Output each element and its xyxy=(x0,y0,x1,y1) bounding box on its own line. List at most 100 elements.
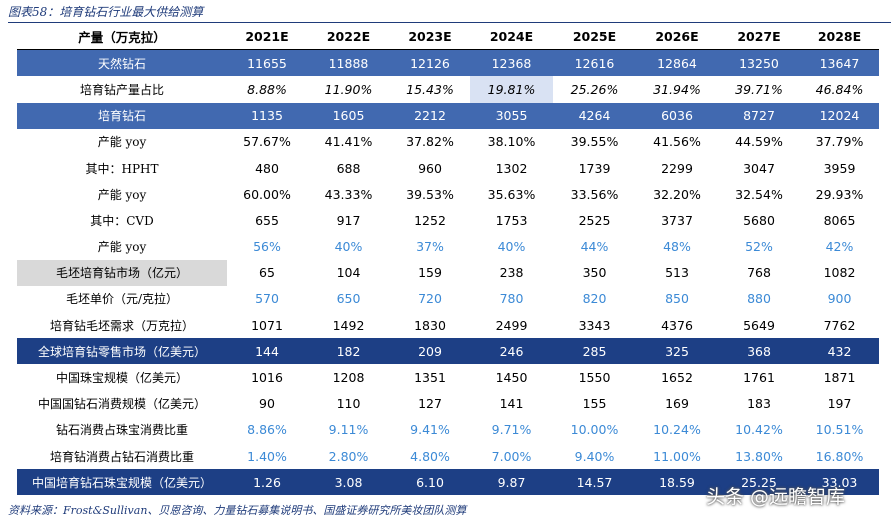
table-row: 毛坯培育钻市场（亿元） 65 104 159 238 350 513 768 1082 xyxy=(17,259,879,286)
header-row: 产量（万克拉） 2021E 2022E 2023E 2024E 2025E 20… xyxy=(17,23,879,51)
table-cell: 4376 xyxy=(661,317,693,333)
table-cell: 35.63% xyxy=(487,186,536,202)
table-cell: 238 xyxy=(499,265,524,281)
year-header: 2021E xyxy=(227,23,307,51)
table-cell: 2499 xyxy=(495,317,528,333)
table-cell: 1351 xyxy=(414,370,446,386)
row-label: 产能 yoy xyxy=(97,135,147,150)
table-cell: 1302 xyxy=(495,160,528,176)
table-cell: 688 xyxy=(336,160,361,176)
table-cell: 169 xyxy=(665,396,689,412)
year-header: 2025E xyxy=(553,23,636,51)
table-cell: 183 xyxy=(747,396,771,412)
table-cell: 40% xyxy=(334,239,363,255)
row-label: 毛坯培育钻市场（亿元） xyxy=(17,259,227,286)
table-cell: 104 xyxy=(336,265,361,281)
source-note: 资料来源：Frost&Sullivan、贝恩咨询、力量钻石募集说明书、国盛证券研… xyxy=(8,504,467,517)
row-label: 天然钻石 xyxy=(17,49,227,77)
table-cell: 9.71% xyxy=(491,422,532,438)
table-cell: 9.41% xyxy=(410,422,450,438)
table-cell: 1761 xyxy=(743,370,775,386)
table-row: 中国珠宝规模（亿美元） 1016 1208 1351 1450 1550 1652 1761 1… xyxy=(17,364,879,390)
table-cell: 12616 xyxy=(553,49,636,77)
table-cell: 18.59 xyxy=(636,469,718,496)
table-cell: 41.41% xyxy=(324,134,373,150)
table-cell: 1016 xyxy=(251,370,283,386)
table-cell: 1135 xyxy=(227,102,307,129)
year-header: 2027E xyxy=(718,23,800,51)
table-cell: 11.00% xyxy=(653,448,701,464)
table-cell: 246 xyxy=(470,338,553,365)
table-cell: 7.00% xyxy=(491,448,532,464)
table-cell: 1.26 xyxy=(227,469,307,496)
table-cell: 90 xyxy=(259,396,275,412)
table-cell: 1753 xyxy=(495,212,528,228)
table-cell: 432 xyxy=(800,338,879,365)
table-cell: 33.56% xyxy=(570,186,619,202)
table-row: 培育钻消费占钻石消费比重 1.40% 2.80% 4.80% 7.00% 9.40% 11.… xyxy=(17,443,879,469)
table-cell: 46.84% xyxy=(815,81,864,97)
table-row: 中国国钻石消费规模（亿美元） 90 110 127 141 155 169 183 197 xyxy=(17,391,879,417)
table-cell: 480 xyxy=(255,160,279,176)
table-cell: 780 xyxy=(499,291,524,307)
row-label: 培育钻产量占比 xyxy=(79,82,164,97)
table-cell: 39.71% xyxy=(735,81,783,97)
table-row: 钻石消费占珠宝消费比重 8.86% 9.11% 9.41% 9.71% 10.00% 10.… xyxy=(17,417,879,443)
table-cell: 32.54% xyxy=(735,186,783,202)
year-header: 2023E xyxy=(390,23,470,51)
row-label: 全球培育钻零售市场（亿美元） xyxy=(17,338,227,365)
table-cell: 325 xyxy=(636,338,718,365)
table-cell: 182 xyxy=(307,338,390,365)
table-cell: 144 xyxy=(227,338,307,365)
table-cell: 11.90% xyxy=(324,81,373,97)
header-label: 产量（万克拉） xyxy=(17,23,227,51)
row-label: 中国国钻石消费规模（亿美元） xyxy=(37,397,206,412)
table-cell: 3055 xyxy=(470,102,553,129)
table-cell: 2212 xyxy=(390,102,470,129)
table-cell: 56% xyxy=(253,239,281,255)
table-cell: 25.26% xyxy=(570,81,619,97)
table-cell: 11655 xyxy=(227,49,307,77)
table-cell: 9.11% xyxy=(328,422,369,438)
table-cell: 368 xyxy=(718,338,800,365)
table-cell: 15.43% xyxy=(406,81,454,97)
table-cell: 19.81% xyxy=(470,76,553,103)
table-cell: 39.53% xyxy=(406,186,454,202)
table-row: 天然钻石 11655 11888 12126 12368 12616 12864 13250 1… xyxy=(17,49,879,77)
table-cell: 48% xyxy=(663,239,691,255)
row-label: 中国培育钻石珠宝规模（亿美元） xyxy=(17,469,227,496)
row-label: 钻石消费占珠宝消费比重 xyxy=(55,423,188,438)
table-row: 培育钻毛坯需求（万克拉） 1071 1492 1830 2499 3343 4376 5649… xyxy=(17,312,879,339)
table-cell: 52% xyxy=(745,239,773,255)
table-cell: 33.03 xyxy=(800,469,879,496)
table-cell: 40% xyxy=(497,239,526,255)
table-cell: 7762 xyxy=(823,317,856,333)
table-cell: 57.67% xyxy=(243,134,291,150)
row-label: 其中：HPHT xyxy=(85,161,159,176)
table-cell: 14.57 xyxy=(553,469,636,496)
table-cell: 8.86% xyxy=(247,422,287,438)
table-cell: 44.59% xyxy=(735,134,783,150)
table-cell: 43.33% xyxy=(324,186,373,202)
year-header: 2022E xyxy=(307,23,390,51)
table-row: 毛坯单价（元/克拉） 570 650 720 780 820 850 880 900 xyxy=(17,285,879,313)
table-cell: 5680 xyxy=(743,212,775,228)
year-header: 2026E xyxy=(636,23,718,51)
table-cell: 42% xyxy=(825,239,854,255)
table-cell: 44% xyxy=(580,239,609,255)
table-cell: 155 xyxy=(582,396,607,412)
table-cell: 6.10 xyxy=(390,469,470,496)
table-row: 全球培育钻零售市场（亿美元） 144 182 209 246 285 325 368 432 xyxy=(17,338,879,365)
table-cell: 570 xyxy=(255,291,279,307)
table-cell: 110 xyxy=(336,396,361,412)
table-cell: 141 xyxy=(499,396,524,412)
table-cell: 31.94% xyxy=(653,81,701,97)
row-label: 毛坯单价（元/克拉） xyxy=(17,285,227,313)
table-cell: 60.00% xyxy=(243,186,291,202)
table-cell: 1652 xyxy=(661,370,693,386)
table-cell: 960 xyxy=(418,160,442,176)
table-cell: 8.88% xyxy=(247,81,287,97)
table-row: 其中：CVD 655 917 1252 1753 2525 3737 5680 8065 xyxy=(17,207,879,233)
row-label: 培育钻毛坯需求（万克拉） xyxy=(17,312,227,339)
table-cell: 1492 xyxy=(332,317,365,333)
